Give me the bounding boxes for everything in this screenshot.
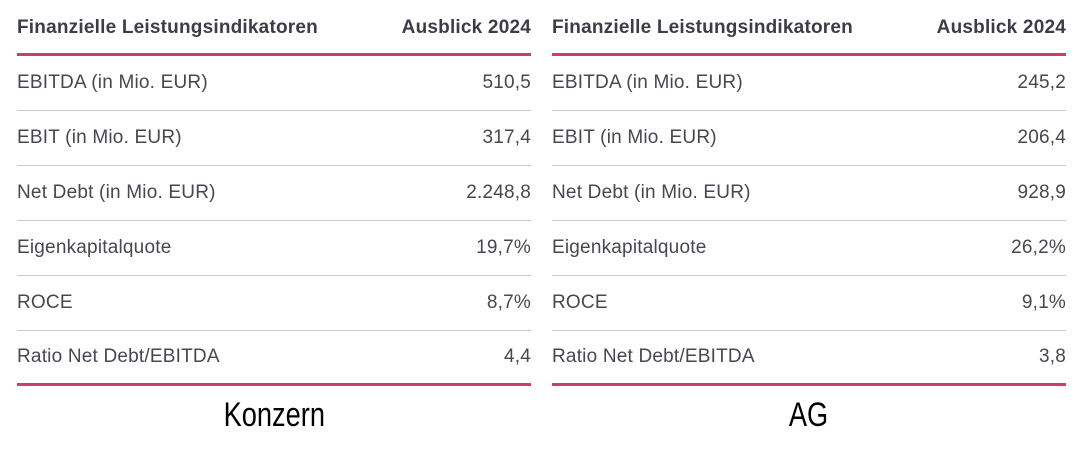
row-value: 317,4 — [482, 127, 531, 148]
row-value: 9,1% — [1021, 292, 1066, 313]
row-label: Eigenkapitalquote — [17, 237, 172, 258]
table-header-title: Finanzielle Leistungsindikatoren — [17, 17, 318, 38]
row-value: 3,8 — [1038, 346, 1066, 367]
row-label: EBIT (in Mio. EUR) — [17, 127, 182, 148]
table-caption-ag: AG — [552, 396, 1066, 434]
row-value: 8,7% — [486, 292, 531, 313]
table-caption-konzern: Konzern — [17, 396, 531, 434]
table-row-ebitda: EBITDA (in Mio. EUR) 245,2 — [552, 56, 1066, 111]
row-label: Eigenkapitalquote — [552, 237, 707, 258]
table-row-ebitda: EBITDA (in Mio. EUR) 510,5 — [17, 56, 531, 111]
table-row-equity-ratio: Eigenkapitalquote 19,7% — [17, 221, 531, 276]
caption-text: Konzern — [223, 396, 325, 434]
table-row-roce: ROCE 8,7% — [17, 276, 531, 331]
row-label: ROCE — [552, 292, 608, 313]
row-value: 4,4 — [503, 346, 531, 367]
table-header-title: Finanzielle Leistungsindikatoren — [552, 17, 853, 38]
table-row-ratio-netdebt-ebitda: Ratio Net Debt/EBITDA 4,4 — [17, 331, 531, 386]
row-value: 510,5 — [482, 72, 531, 93]
row-value: 19,7% — [476, 237, 531, 258]
caption-text: AG — [789, 396, 829, 434]
row-label: Ratio Net Debt/EBITDA — [17, 346, 220, 367]
row-label: Net Debt (in Mio. EUR) — [17, 182, 216, 203]
table-row-ebit: EBIT (in Mio. EUR) 317,4 — [17, 111, 531, 166]
table-row-equity-ratio: Eigenkapitalquote 26,2% — [552, 221, 1066, 276]
kpi-table-ag: Finanzielle Leistungsindikatoren Ausblic… — [552, 10, 1066, 434]
row-value: 206,4 — [1017, 127, 1066, 148]
row-value: 928,9 — [1017, 182, 1066, 203]
table-row-ebit: EBIT (in Mio. EUR) 206,4 — [552, 111, 1066, 166]
row-value: 2.248,8 — [466, 182, 531, 203]
row-label: EBIT (in Mio. EUR) — [552, 127, 717, 148]
table-row-net-debt: Net Debt (in Mio. EUR) 2.248,8 — [17, 166, 531, 221]
table-header-outlook: Ausblick 2024 — [401, 17, 531, 38]
tables-wrap: Finanzielle Leistungsindikatoren Ausblic… — [17, 10, 1066, 434]
table-row-net-debt: Net Debt (in Mio. EUR) 928,9 — [552, 166, 1066, 221]
row-label: Net Debt (in Mio. EUR) — [552, 182, 751, 203]
table-header-row: Finanzielle Leistungsindikatoren Ausblic… — [17, 10, 531, 56]
table-row-roce: ROCE 9,1% — [552, 276, 1066, 331]
row-value: 26,2% — [1011, 237, 1066, 258]
row-value: 245,2 — [1017, 72, 1066, 93]
row-label: Ratio Net Debt/EBITDA — [552, 346, 755, 367]
row-label: EBITDA (in Mio. EUR) — [17, 72, 208, 93]
kpi-table-konzern: Finanzielle Leistungsindikatoren Ausblic… — [17, 10, 531, 434]
row-label: ROCE — [17, 292, 73, 313]
table-row-ratio-netdebt-ebitda: Ratio Net Debt/EBITDA 3,8 — [552, 331, 1066, 386]
table-header-outlook: Ausblick 2024 — [936, 17, 1066, 38]
row-label: EBITDA (in Mio. EUR) — [552, 72, 743, 93]
table-header-row: Finanzielle Leistungsindikatoren Ausblic… — [552, 10, 1066, 56]
